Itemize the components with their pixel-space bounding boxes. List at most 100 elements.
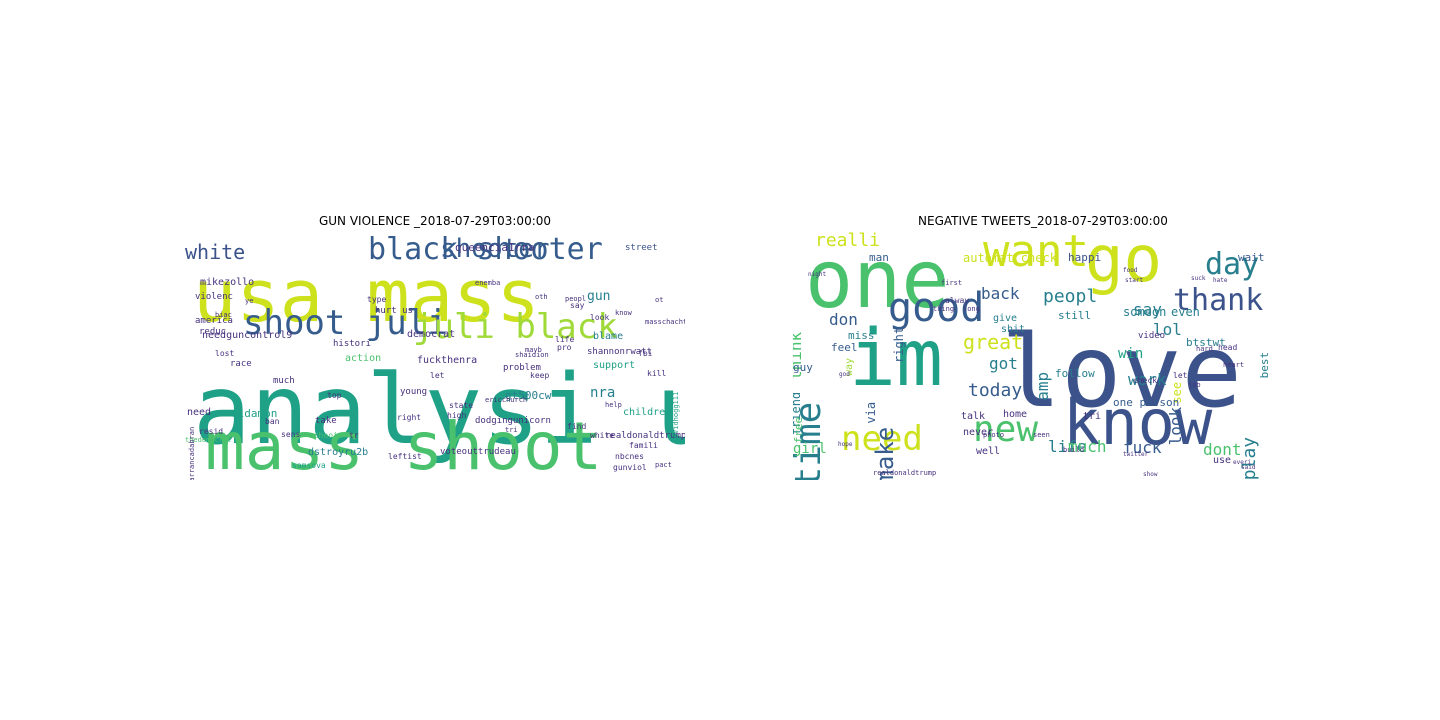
cloud-word: find [567,422,587,431]
cloud-word: know [1063,386,1213,459]
cloud-word: much [273,376,295,386]
cloud-word: much [1068,437,1107,456]
cloud-word: high [447,411,467,420]
cloud-word: hard [1196,345,1213,353]
cloud-word: hope [838,441,853,448]
cloud-word: feel [831,341,858,354]
cloud-word: thedemocrat [185,436,232,444]
cloud-word: build [1063,446,1085,454]
cloud-word: don [829,310,858,329]
cloud-word: hate [1213,277,1228,284]
cloud-word: head [1218,343,1238,352]
negative-tweets-word-cloud: love one im know go want good time need new thank d… [793,232,1293,480]
cloud-word: leftist [388,452,422,461]
cloud-word: gunviol [613,463,647,472]
cloud-word: follow [1055,367,1095,380]
cloud-word: histori [333,339,371,349]
cloud-word: white [590,431,615,440]
cloud-word: use [1213,455,1232,466]
cloud-word: ban [265,417,280,426]
cloud-word: well [976,446,1001,457]
cloud-word: want [983,232,1089,277]
cloud-word: white [185,240,246,264]
cloud-word: twitter [1123,451,1149,458]
cloud-word: street [625,243,658,253]
cloud-word: support [593,360,636,371]
negative-tweets-panel: NEGATIVE TWEETS_2018-07-29T03:00:00 love… [793,214,1293,484]
cloud-word: go [1085,232,1163,297]
cloud-word: blame [593,331,624,342]
cloud-word: tr [349,431,359,440]
cloud-word: life [555,335,575,344]
cloud-word: peopl [1043,286,1098,307]
cloud-word: type [367,295,387,304]
cloud-word: btstwt [1186,336,1226,349]
cloud-word: say [1133,300,1162,319]
cloud-word: children [623,407,672,418]
cloud-word: ot [655,296,664,304]
cloud-word: never [963,427,994,438]
cloud-word: photo [983,431,1005,439]
gun-violence-panel: GUN VIOLENCE _2018-07-29T03:00:00 analys… [185,214,685,484]
cloud-word: race [230,359,252,369]
cloud-word: happi [1068,251,1102,264]
cloud-word: shit [1001,324,1026,335]
cloud-word: food [1123,267,1138,274]
cloud-word: seen [1033,431,1050,439]
cloud-word: good [888,285,985,331]
cloud-word: talk [961,411,986,422]
cloud-word: top [327,391,342,400]
cloud-word: home [1003,409,1028,420]
cloud-word: fbi [638,349,653,358]
cloud-word: gt500cw [505,389,552,402]
cloud-word: masschacht [645,318,685,326]
cloud-word: work [1128,370,1167,389]
cloud-word: enemba [475,279,501,287]
cloud-word: let [430,371,445,380]
cloud-word: mikezollo [200,277,255,288]
cloud-word: problem [503,363,541,373]
cloud-word: pact [655,461,672,469]
cloud-word: realdonaldtrump [873,469,937,477]
cloud-word: fuckthenra [417,355,478,366]
cloud-word: still [1058,309,1092,322]
cloud-word: lol [1153,320,1182,339]
cloud-word: arrancadabran [188,426,196,480]
cloud-word: need [187,407,212,418]
cloud-word: miss [848,329,875,342]
cloud-word: look [1166,406,1185,446]
cloud-word: help [605,401,622,409]
cloud-word: show [1143,471,1158,478]
cloud-word: say [570,301,585,310]
cloud-word: dstroyru2b [308,447,369,458]
cloud-word: look [590,313,610,322]
cloud-word: thing [933,305,955,313]
cloud-word: thank [1173,283,1264,318]
cloud-word: first [941,279,963,287]
cloud-word: needguncontrol9 [202,330,293,341]
cloud-word: kill [647,369,667,378]
cloud-word: juli black [413,307,618,347]
cloud-word: night [808,271,827,278]
cloud-word: new [973,409,1039,450]
cloud-word: state [449,401,474,410]
cloud-word: mass shoot [205,408,603,480]
cloud-word: nra [590,385,616,401]
cloud-word: got [989,354,1018,373]
cloud-word: love [1001,313,1242,430]
cloud-word: famili [629,441,658,450]
cloud-word: amp [1033,371,1052,401]
cloud-word: lost [215,349,235,358]
cloud-word: right [397,413,422,422]
cloud-word: samsova [292,461,326,470]
cloud-word: guy [793,361,813,374]
cloud-word: oth [535,293,548,301]
cloud-word: via [864,401,878,424]
cloud-word: day [1205,247,1260,282]
cloud-word: video [1138,331,1166,341]
cloud-word: keep [530,371,550,380]
cloud-word: wait [1238,251,1265,264]
cloud-word: realli [815,232,881,251]
panel-title: NEGATIVE TWEETS_2018-07-29T03:00:00 [918,214,1168,228]
cloud-word: give [993,313,1018,324]
